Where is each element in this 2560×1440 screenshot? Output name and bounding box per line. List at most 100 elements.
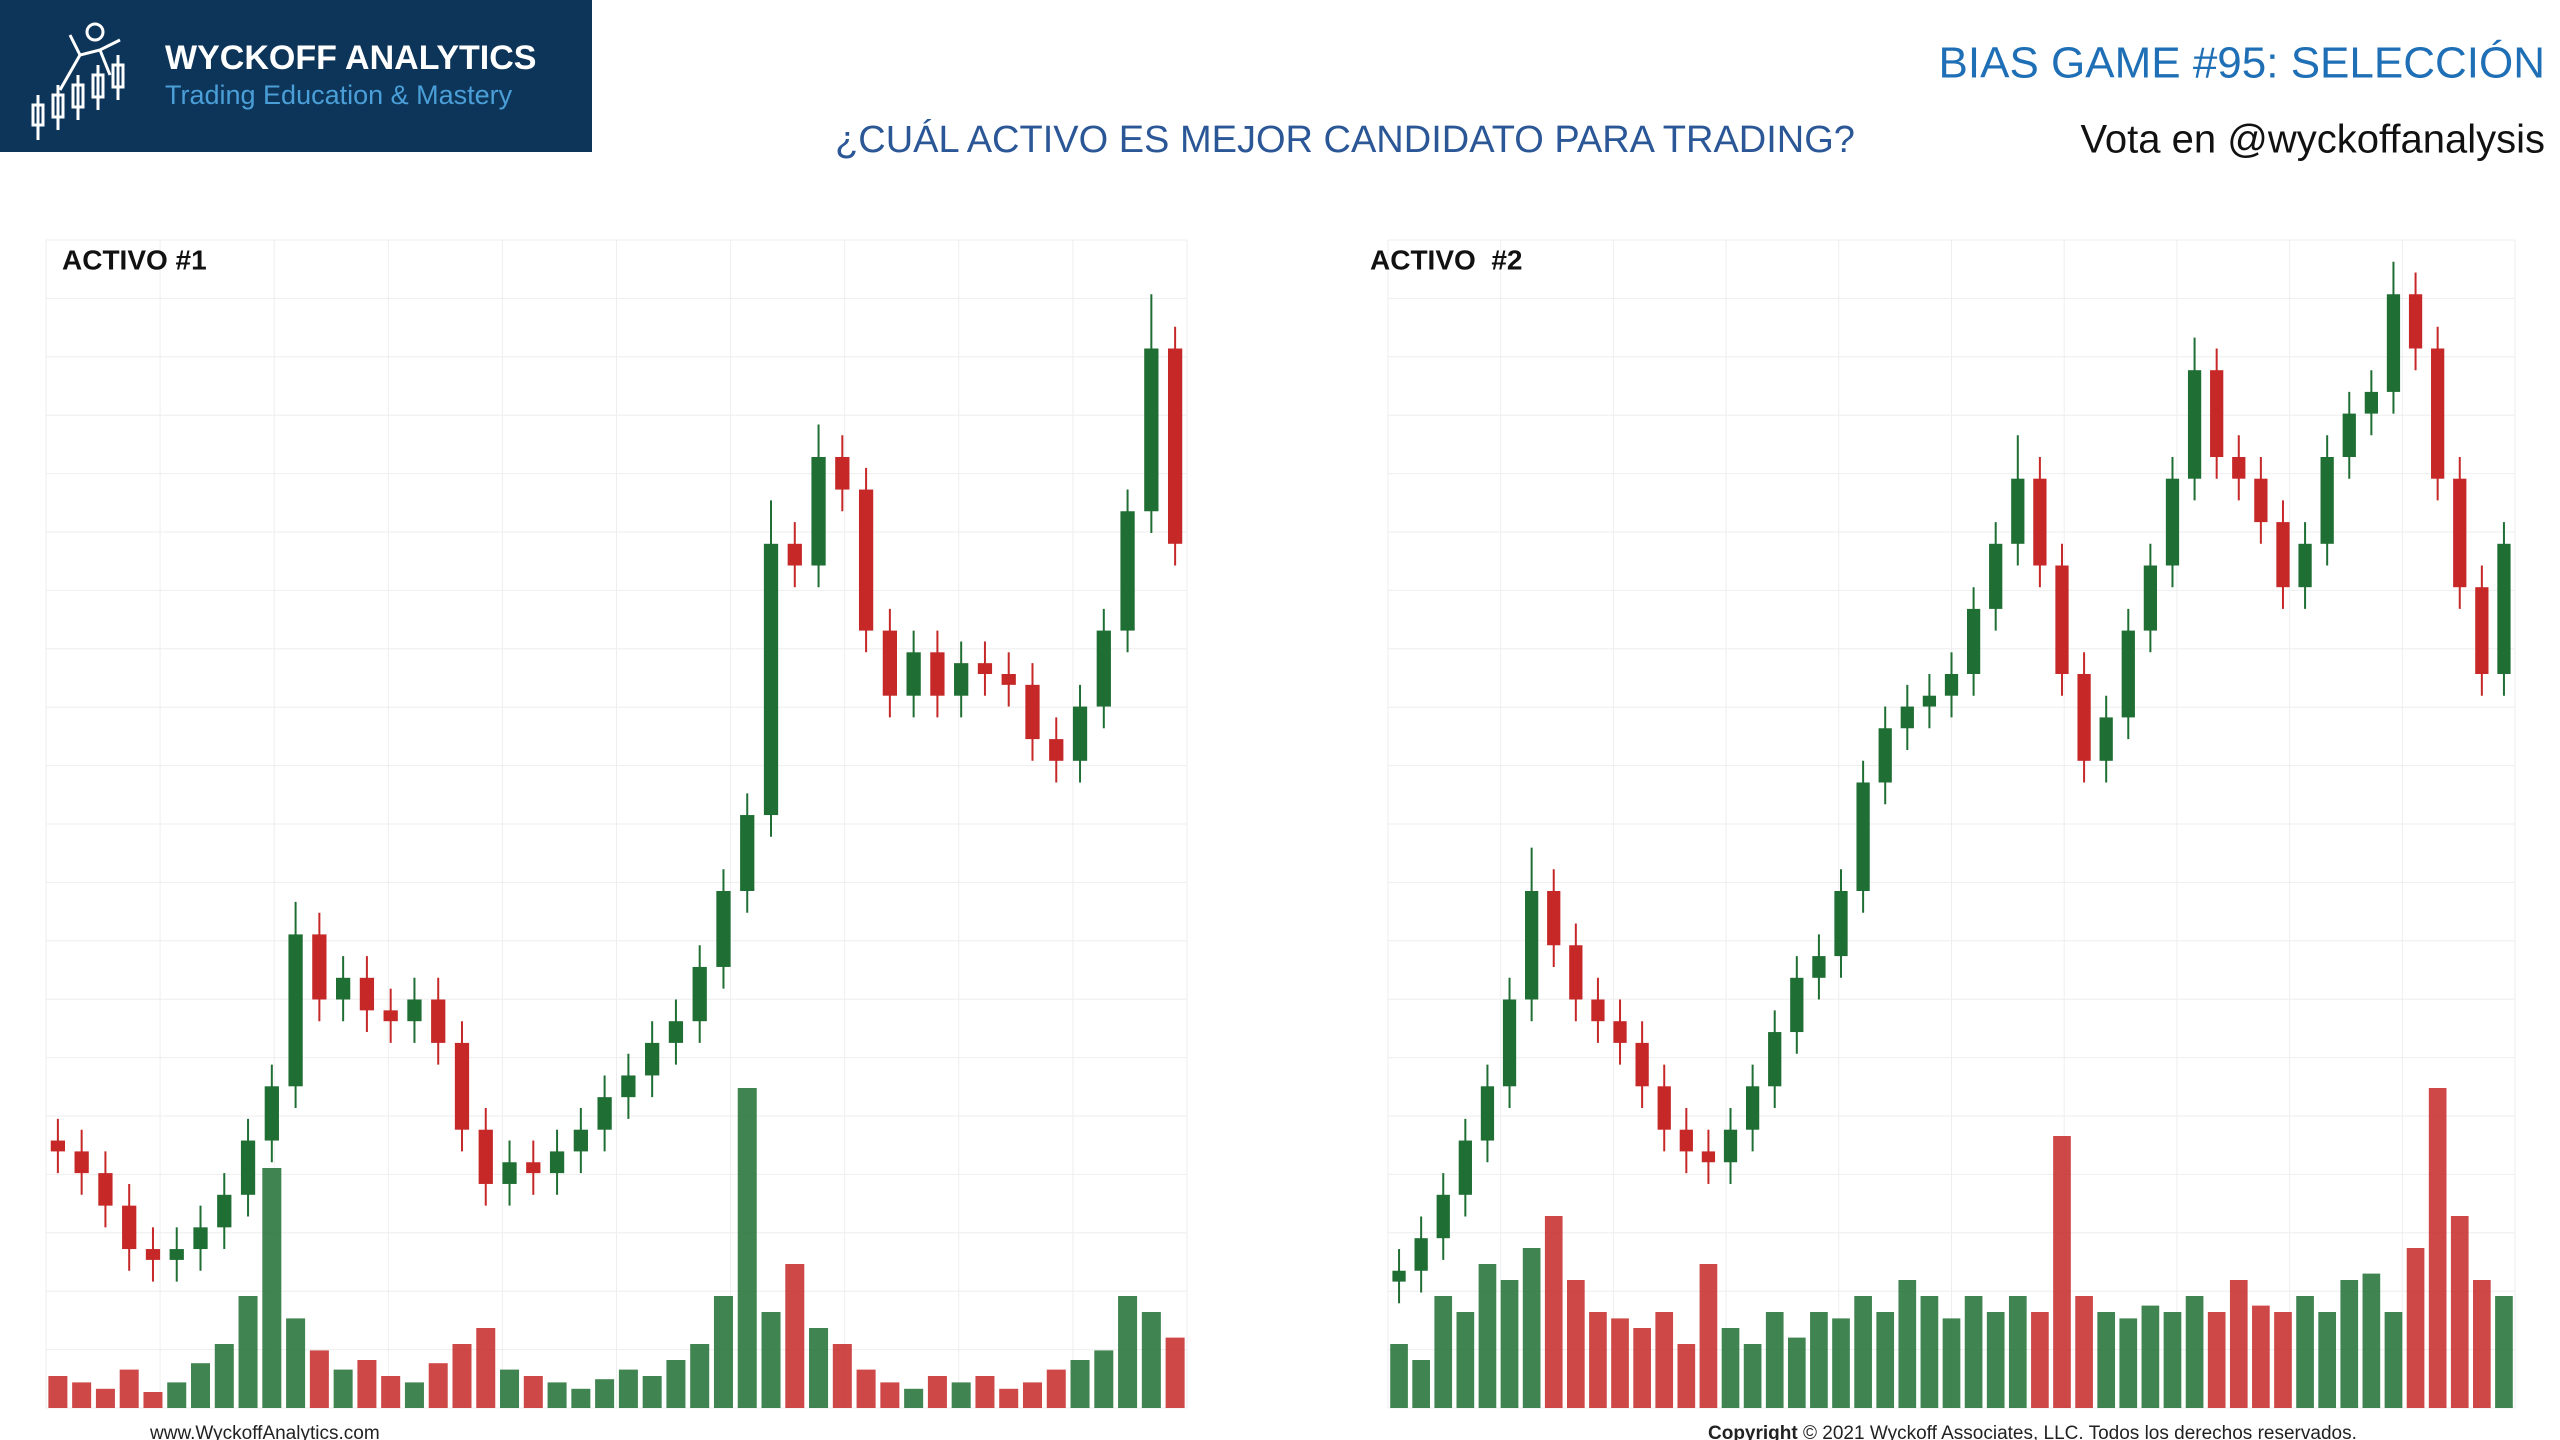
candle-body bbox=[2121, 630, 2135, 718]
volume-bar bbox=[2318, 1312, 2337, 1408]
volume-bar bbox=[2384, 1312, 2403, 1408]
candle-body bbox=[2475, 587, 2489, 674]
candle-body bbox=[2497, 543, 2511, 674]
volume-bar bbox=[2031, 1312, 2049, 1408]
volume-bar bbox=[1522, 1248, 1541, 1408]
volume-bar bbox=[927, 1376, 947, 1408]
volume-bar bbox=[547, 1382, 567, 1408]
volume-bar bbox=[238, 1296, 258, 1408]
volume-bar bbox=[1390, 1344, 1408, 1408]
candle-body bbox=[1072, 706, 1088, 761]
volume-bar bbox=[1832, 1318, 1850, 1408]
volume-bar bbox=[143, 1392, 163, 1408]
volume-bar bbox=[476, 1328, 496, 1408]
candle-body bbox=[2011, 478, 2025, 544]
volume-bar bbox=[2185, 1296, 2204, 1408]
volume-bar bbox=[904, 1388, 924, 1408]
candle-body bbox=[2210, 370, 2224, 457]
candle-body bbox=[1966, 608, 1981, 674]
volume-bar bbox=[2229, 1280, 2248, 1408]
candle-body bbox=[1856, 782, 1870, 891]
volume-bar bbox=[809, 1328, 829, 1408]
candle-body bbox=[478, 1129, 493, 1184]
candle-body bbox=[1120, 511, 1135, 631]
volume-bar bbox=[404, 1382, 424, 1408]
candle-body bbox=[1679, 1129, 1693, 1152]
volume-bar bbox=[1412, 1360, 1430, 1408]
candle-body bbox=[1745, 1086, 1760, 1130]
volume-bar bbox=[262, 1168, 282, 1408]
volume-bar bbox=[333, 1369, 353, 1408]
candle-body bbox=[1025, 684, 1040, 740]
copyright-text: © 2021 Wyckoff Associates, LLC. Todos lo… bbox=[1803, 1423, 2357, 1440]
candle-body bbox=[692, 966, 707, 1022]
volume-bar bbox=[2008, 1296, 2027, 1408]
volume-bar bbox=[999, 1388, 1019, 1408]
volume-bar bbox=[1165, 1337, 1185, 1408]
candle-body bbox=[312, 934, 327, 1000]
volume-bar bbox=[428, 1363, 448, 1408]
candle-body bbox=[811, 457, 826, 566]
candle-body bbox=[359, 977, 375, 1011]
volume-bar bbox=[1500, 1280, 1519, 1408]
candle-body bbox=[1635, 1042, 1649, 1087]
volume-bar bbox=[1677, 1344, 1696, 1408]
candle-body bbox=[1922, 695, 1937, 707]
volume-bar bbox=[48, 1376, 68, 1408]
candle-body bbox=[1790, 977, 1804, 1033]
volume-bar bbox=[214, 1344, 234, 1408]
candle-body bbox=[2320, 457, 2334, 544]
volume-bar bbox=[2053, 1136, 2071, 1408]
candle-body bbox=[2386, 294, 2401, 392]
volume-bar bbox=[1434, 1296, 1453, 1408]
volume-bar bbox=[618, 1369, 638, 1408]
candle-body bbox=[597, 1097, 612, 1130]
volume-bar bbox=[2119, 1318, 2138, 1408]
candle-body bbox=[645, 1042, 660, 1076]
candle-body bbox=[668, 1021, 684, 1043]
candle-body bbox=[336, 977, 351, 1000]
volume-bar bbox=[642, 1376, 662, 1408]
candle-body bbox=[526, 1162, 541, 1174]
candle-body bbox=[1167, 348, 1183, 544]
website: www.WyckoffAnalytics.com bbox=[149, 1423, 380, 1440]
candle-body bbox=[1096, 630, 1111, 707]
candle-body bbox=[2431, 348, 2445, 479]
candle-body bbox=[502, 1162, 517, 1184]
candle-body bbox=[1001, 674, 1016, 685]
volume-bar bbox=[761, 1312, 781, 1408]
candle-body bbox=[74, 1151, 89, 1174]
candle-body bbox=[454, 1042, 470, 1130]
volume-bar bbox=[2097, 1312, 2116, 1408]
candle-body bbox=[1701, 1151, 1716, 1163]
candle-body bbox=[1392, 1270, 1406, 1282]
candle-body bbox=[169, 1249, 184, 1260]
candle-body bbox=[2165, 478, 2180, 566]
candle-body bbox=[193, 1227, 208, 1250]
volume-bar bbox=[452, 1344, 472, 1408]
candle-body bbox=[573, 1129, 588, 1152]
candle-body bbox=[1144, 348, 1159, 512]
volume-bar bbox=[2495, 1296, 2513, 1408]
volume-bar bbox=[191, 1363, 211, 1408]
volume-bar bbox=[2450, 1216, 2469, 1408]
volume-bar bbox=[2362, 1273, 2381, 1408]
candle-body bbox=[2143, 565, 2158, 631]
volume-bar bbox=[785, 1264, 805, 1408]
copyright-label: Copyright bbox=[1708, 1423, 1798, 1440]
candle-body bbox=[740, 815, 755, 891]
candle-body bbox=[716, 891, 731, 967]
candle-body bbox=[2187, 370, 2202, 479]
candle-body bbox=[1525, 891, 1539, 1000]
candle-body bbox=[2099, 717, 2113, 761]
volume-bar bbox=[1721, 1328, 1740, 1408]
volume-bar bbox=[95, 1388, 115, 1408]
candle-body bbox=[2232, 457, 2246, 479]
volume-bar bbox=[1070, 1360, 1090, 1408]
candle-body bbox=[145, 1249, 161, 1260]
volume-bar bbox=[2473, 1280, 2491, 1408]
candle-body bbox=[1812, 956, 1826, 978]
volume-bar bbox=[523, 1376, 543, 1408]
candle-body bbox=[383, 1010, 398, 1022]
volume-bar bbox=[1118, 1296, 1138, 1408]
